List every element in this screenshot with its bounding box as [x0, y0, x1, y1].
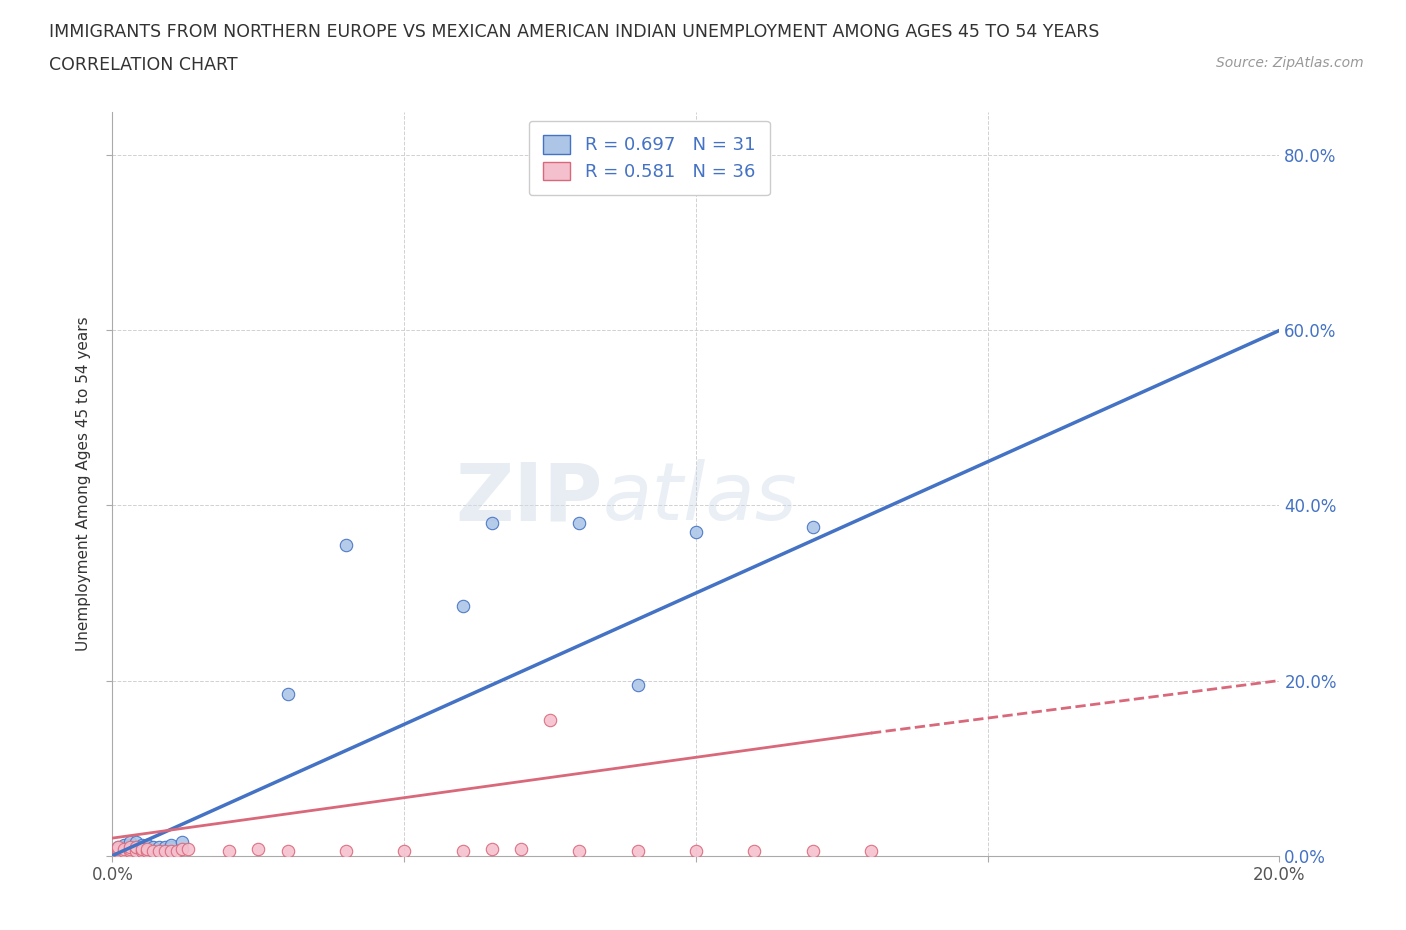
Point: [685, 844, 707, 858]
Text: Source: ZipAtlas.com: Source: ZipAtlas.com: [1216, 56, 1364, 70]
Point: [131, 840, 153, 855]
Point: [177, 841, 200, 856]
Point: [112, 841, 135, 856]
Point: [451, 599, 474, 614]
Point: [118, 840, 141, 855]
Point: [481, 841, 503, 856]
Point: [860, 844, 883, 858]
Point: [538, 712, 561, 727]
Point: [394, 844, 416, 858]
Point: [142, 844, 165, 858]
Text: ZIP: ZIP: [456, 459, 603, 538]
Point: [112, 844, 135, 858]
Point: [160, 840, 183, 855]
Point: [125, 840, 148, 855]
Point: [685, 525, 707, 539]
Point: [247, 841, 270, 856]
Point: [160, 844, 183, 858]
Point: [801, 844, 824, 858]
Point: [112, 840, 135, 855]
Point: [118, 835, 141, 850]
Point: [627, 844, 650, 858]
Point: [148, 840, 170, 855]
Text: IMMIGRANTS FROM NORTHERN EUROPE VS MEXICAN AMERICAN INDIAN UNEMPLOYMENT AMONG AG: IMMIGRANTS FROM NORTHERN EUROPE VS MEXIC…: [49, 23, 1099, 41]
Point: [107, 840, 129, 855]
Point: [685, 156, 707, 171]
Point: [107, 841, 129, 856]
Point: [335, 844, 357, 858]
Point: [276, 844, 298, 858]
Point: [568, 515, 591, 530]
Point: [136, 841, 159, 856]
Point: [125, 844, 148, 858]
Text: atlas: atlas: [603, 459, 797, 538]
Point: [136, 838, 159, 853]
Point: [172, 841, 194, 856]
Point: [125, 835, 148, 850]
Text: CORRELATION CHART: CORRELATION CHART: [49, 56, 238, 73]
Point: [153, 840, 176, 855]
Point: [118, 838, 141, 853]
Point: [568, 844, 591, 858]
Point: [172, 835, 194, 850]
Point: [509, 841, 531, 856]
Point: [136, 844, 159, 858]
Point: [153, 844, 176, 858]
Point: [801, 520, 824, 535]
Point: [107, 844, 129, 858]
Point: [112, 844, 135, 858]
Point: [112, 838, 135, 853]
Point: [125, 840, 148, 855]
Legend: R = 0.697   N = 31, R = 0.581   N = 36: R = 0.697 N = 31, R = 0.581 N = 36: [529, 121, 769, 195]
Point: [335, 538, 357, 552]
Point: [107, 844, 129, 858]
Point: [118, 840, 141, 855]
Y-axis label: Unemployment Among Ages 45 to 54 years: Unemployment Among Ages 45 to 54 years: [76, 316, 91, 651]
Point: [107, 841, 129, 856]
Point: [131, 844, 153, 858]
Point: [148, 844, 170, 858]
Point: [276, 686, 298, 701]
Point: [131, 838, 153, 853]
Point: [112, 841, 135, 856]
Point: [218, 844, 240, 858]
Point: [627, 677, 650, 692]
Point: [742, 844, 765, 858]
Point: [118, 841, 141, 856]
Point: [451, 844, 474, 858]
Point: [166, 844, 188, 858]
Point: [131, 841, 153, 856]
Point: [118, 844, 141, 858]
Point: [142, 840, 165, 855]
Point: [107, 840, 129, 855]
Point: [136, 840, 159, 855]
Point: [481, 515, 503, 530]
Point: [160, 838, 183, 853]
